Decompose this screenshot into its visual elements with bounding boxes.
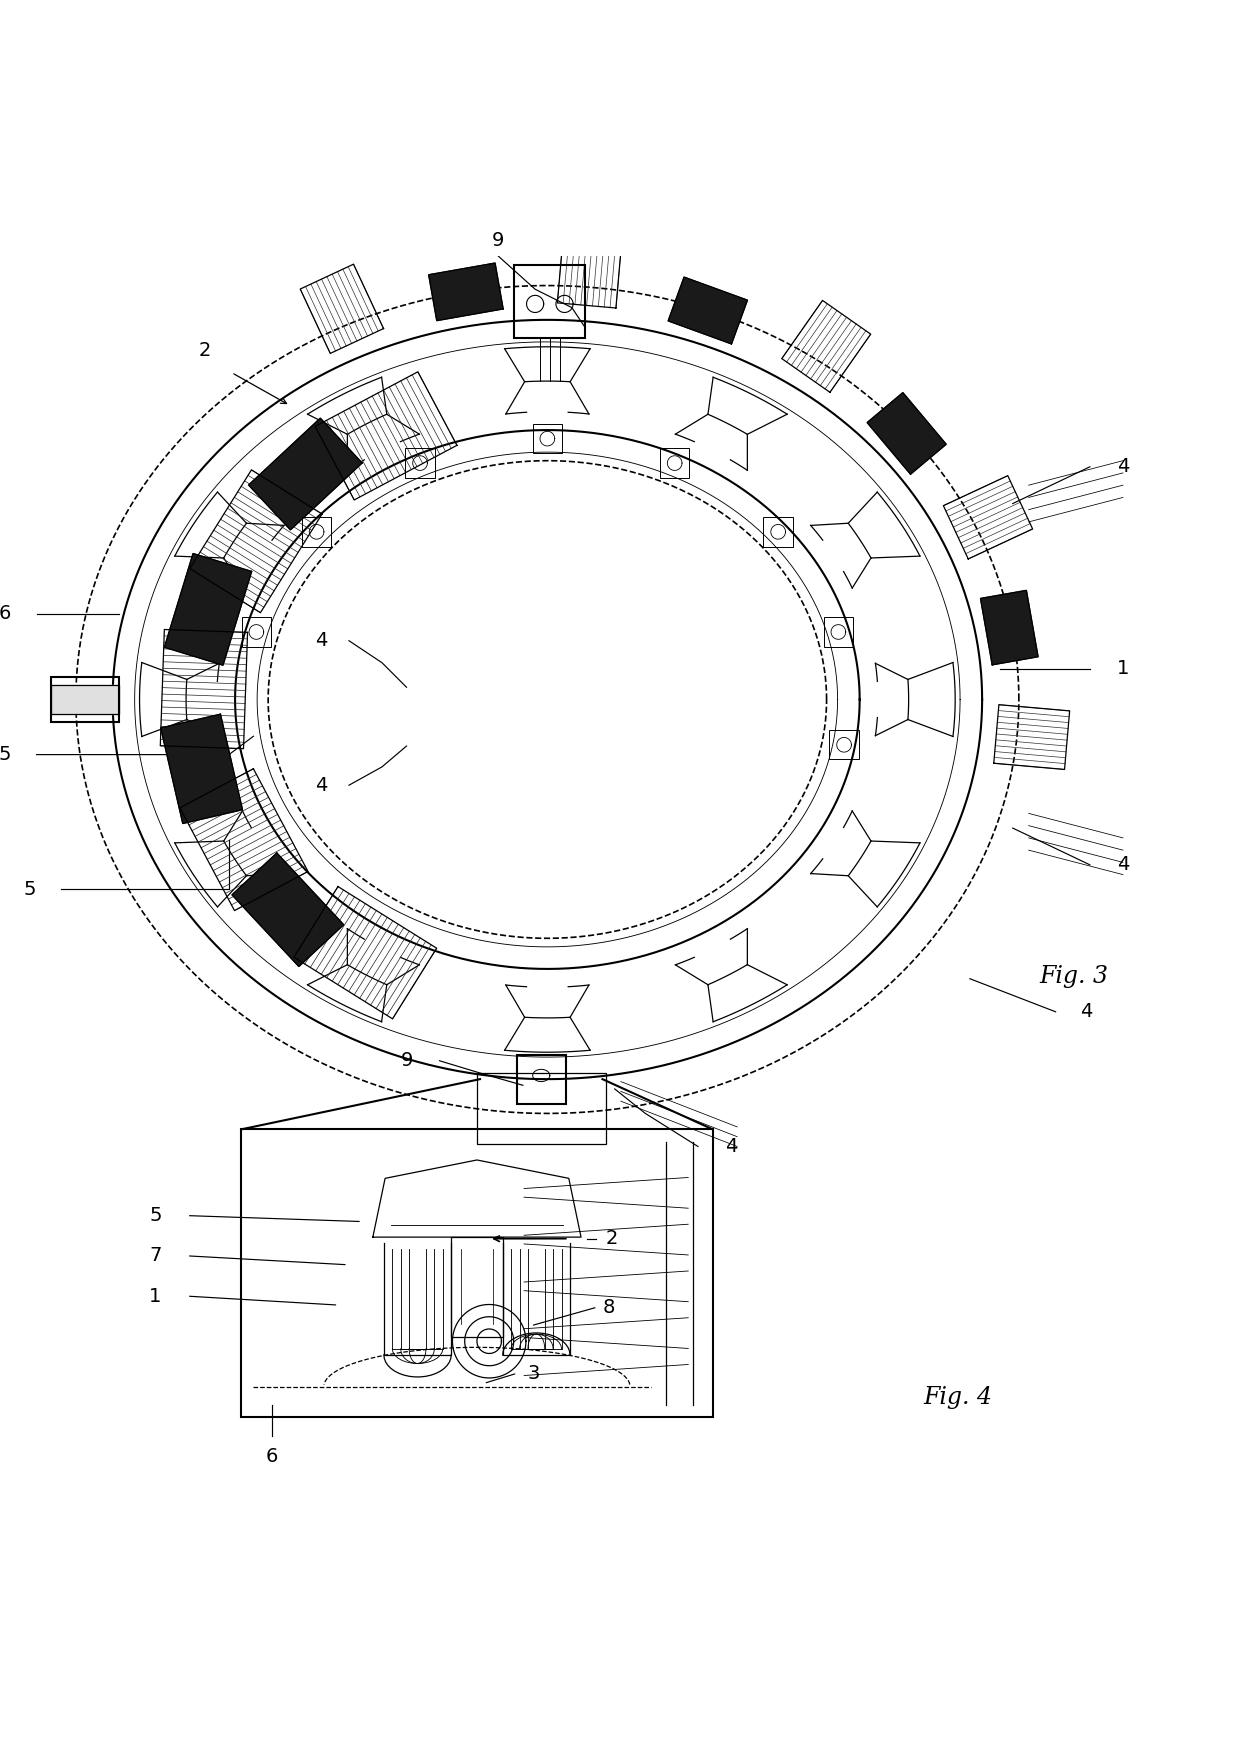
Text: Fig. 3: Fig. 3: [1039, 964, 1109, 988]
Text: 9: 9: [492, 231, 505, 250]
Text: 1: 1: [1117, 660, 1130, 679]
Text: 6: 6: [265, 1447, 278, 1466]
Bar: [51, 677, 119, 721]
Polygon shape: [161, 714, 243, 823]
Text: 5: 5: [0, 745, 11, 764]
Text: 7: 7: [149, 1247, 161, 1266]
Polygon shape: [249, 419, 362, 530]
Bar: [515, 264, 585, 339]
Text: 4: 4: [1117, 457, 1130, 476]
Text: 4: 4: [1117, 855, 1130, 874]
Text: 4: 4: [725, 1138, 738, 1157]
Bar: [242, 1129, 713, 1417]
Text: 8: 8: [603, 1298, 615, 1317]
Text: 4: 4: [315, 776, 327, 796]
Text: 9: 9: [401, 1051, 413, 1070]
Bar: [451, 1237, 502, 1336]
Text: 4: 4: [315, 631, 327, 650]
Polygon shape: [232, 853, 343, 966]
Text: 5: 5: [24, 881, 36, 898]
Text: 3: 3: [527, 1365, 539, 1383]
Text: 5: 5: [149, 1205, 161, 1225]
Bar: [477, 1073, 605, 1145]
Bar: [51, 684, 119, 714]
Text: 2: 2: [198, 340, 211, 360]
Polygon shape: [668, 278, 748, 344]
Polygon shape: [867, 393, 946, 474]
Text: 6: 6: [0, 604, 11, 624]
Text: 1: 1: [149, 1287, 161, 1306]
Polygon shape: [165, 554, 252, 665]
Polygon shape: [429, 262, 503, 321]
Text: 2: 2: [605, 1230, 618, 1249]
Text: Fig. 4: Fig. 4: [923, 1386, 992, 1409]
Bar: [517, 1054, 565, 1103]
Polygon shape: [981, 591, 1038, 665]
Text: 4: 4: [1080, 1002, 1092, 1021]
Bar: [51, 684, 119, 714]
